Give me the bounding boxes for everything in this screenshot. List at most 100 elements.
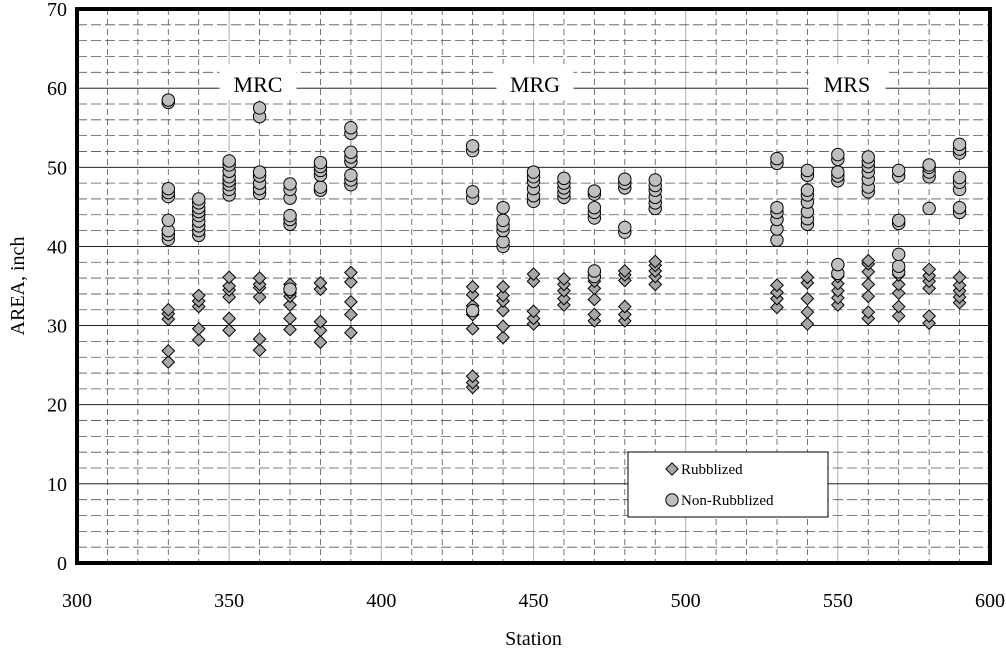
rubblized-point (283, 322, 297, 337)
non-rubblized-point (283, 208, 297, 223)
rubblized-point (922, 262, 937, 277)
rubblized-point (891, 299, 906, 314)
rubblized-point (861, 277, 876, 292)
y-axis-label: AREA, inch (7, 237, 29, 336)
non-rubblized-point (831, 147, 845, 162)
rubblized-point (222, 323, 237, 338)
rubblized-point (343, 307, 358, 322)
rubblized-point (465, 369, 480, 384)
rubblized-point (648, 277, 663, 292)
rubblized-point (800, 305, 815, 320)
non-rubblized-point (800, 183, 815, 197)
rubblized-point (587, 281, 602, 296)
rubblized-point (861, 253, 876, 268)
rubblized-point (252, 332, 267, 346)
legend-label-non-rubblized: Non-Rubblized (681, 493, 774, 509)
rubblized-point (496, 279, 510, 294)
non-rubblized-point (952, 170, 967, 185)
annotation-background (496, 64, 574, 101)
annotation-background (808, 64, 886, 101)
non-rubblized-point (161, 181, 176, 196)
rubblized-point (283, 298, 297, 312)
rubblized-point (891, 286, 906, 301)
non-rubblized-point (313, 155, 328, 170)
non-rubblized-point (800, 163, 815, 178)
rubblized-point (800, 291, 815, 306)
non-rubblized-point (283, 282, 297, 296)
annotation-mrs: MRS (824, 72, 870, 97)
x-tick-label: 300 (62, 590, 92, 612)
non-rubblized-point (861, 150, 875, 164)
non-rubblized-point (587, 264, 602, 278)
rubblized-point (861, 264, 876, 279)
rubblized-point (161, 302, 176, 317)
rubblized-point (526, 267, 541, 282)
rubblized-point (526, 311, 541, 326)
non-rubblized-point (587, 184, 602, 198)
rubblized-point (830, 283, 845, 298)
legend-circle-marker (665, 493, 679, 507)
non-rubblized-point (344, 168, 358, 182)
non-rubblized-point (344, 121, 358, 135)
non-rubblized-point (831, 257, 845, 272)
y-tick-label: 20 (47, 395, 67, 417)
rubblized-point (861, 289, 876, 304)
non-rubblized-point (892, 259, 906, 273)
rubblized-point (343, 275, 358, 289)
x-tick-label: 350 (214, 590, 244, 612)
legend-box (627, 451, 829, 518)
rubblized-point (800, 317, 815, 331)
annotation-mrg: MRG (510, 72, 560, 97)
legend-label-rubblized: Rubblized (681, 462, 743, 478)
y-tick-label: 40 (47, 236, 67, 258)
rubblized-point (891, 309, 906, 323)
legend-diamond-marker (665, 462, 679, 476)
non-rubblized-point (161, 93, 176, 107)
rubblized-point (648, 254, 663, 269)
x-tick-label: 500 (671, 590, 701, 612)
rubblized-point (191, 321, 206, 336)
x-axis-label: Station (505, 628, 562, 648)
non-rubblized-point (344, 145, 358, 159)
rubblized-point (952, 278, 967, 293)
non-rubblized-point (496, 213, 510, 228)
non-rubblized-point (618, 220, 632, 235)
rubblized-point (922, 309, 937, 323)
non-rubblized-point (770, 233, 784, 247)
rubblized-point (343, 294, 358, 309)
y-tick-label: 70 (47, 0, 67, 21)
rubblized-point (313, 314, 328, 329)
rubblized-point (222, 270, 237, 285)
rubblized-point (496, 303, 510, 318)
non-rubblized-point (770, 151, 784, 166)
non-rubblized-point (465, 303, 480, 318)
non-rubblized-point (526, 165, 541, 179)
non-rubblized-point (892, 163, 906, 178)
rubblized-point (617, 299, 632, 314)
y-tick-label: 60 (47, 78, 67, 100)
rubblized-point (770, 300, 784, 315)
rubblized-point (252, 290, 267, 304)
rubblized-point (770, 285, 784, 300)
annotation-background (219, 64, 297, 101)
rubblized-point (617, 307, 632, 322)
axis-ticks: 300 350 400 450 500 550 600 0 10 20 30 40 50 60 70 (47, 0, 1005, 612)
rubblized-point (191, 332, 206, 347)
rubblized-point (283, 311, 297, 326)
rubblized-point (830, 290, 845, 305)
y-tick-label: 50 (47, 157, 67, 179)
rubblized-point (891, 277, 906, 292)
y-tick-label: 10 (47, 474, 67, 496)
rubblized-point (222, 311, 237, 326)
rubblized-point (496, 319, 510, 334)
rubblized-point (861, 305, 876, 320)
rubblized-point (222, 290, 237, 304)
y-tick-label: 30 (47, 316, 67, 338)
rubblized-point (830, 298, 845, 312)
y-tick-label: 0 (57, 553, 67, 575)
rubblized-point (800, 270, 815, 285)
rubblized-point (830, 276, 845, 291)
x-tick-label: 450 (519, 590, 549, 612)
non-rubblized-point (192, 192, 206, 206)
